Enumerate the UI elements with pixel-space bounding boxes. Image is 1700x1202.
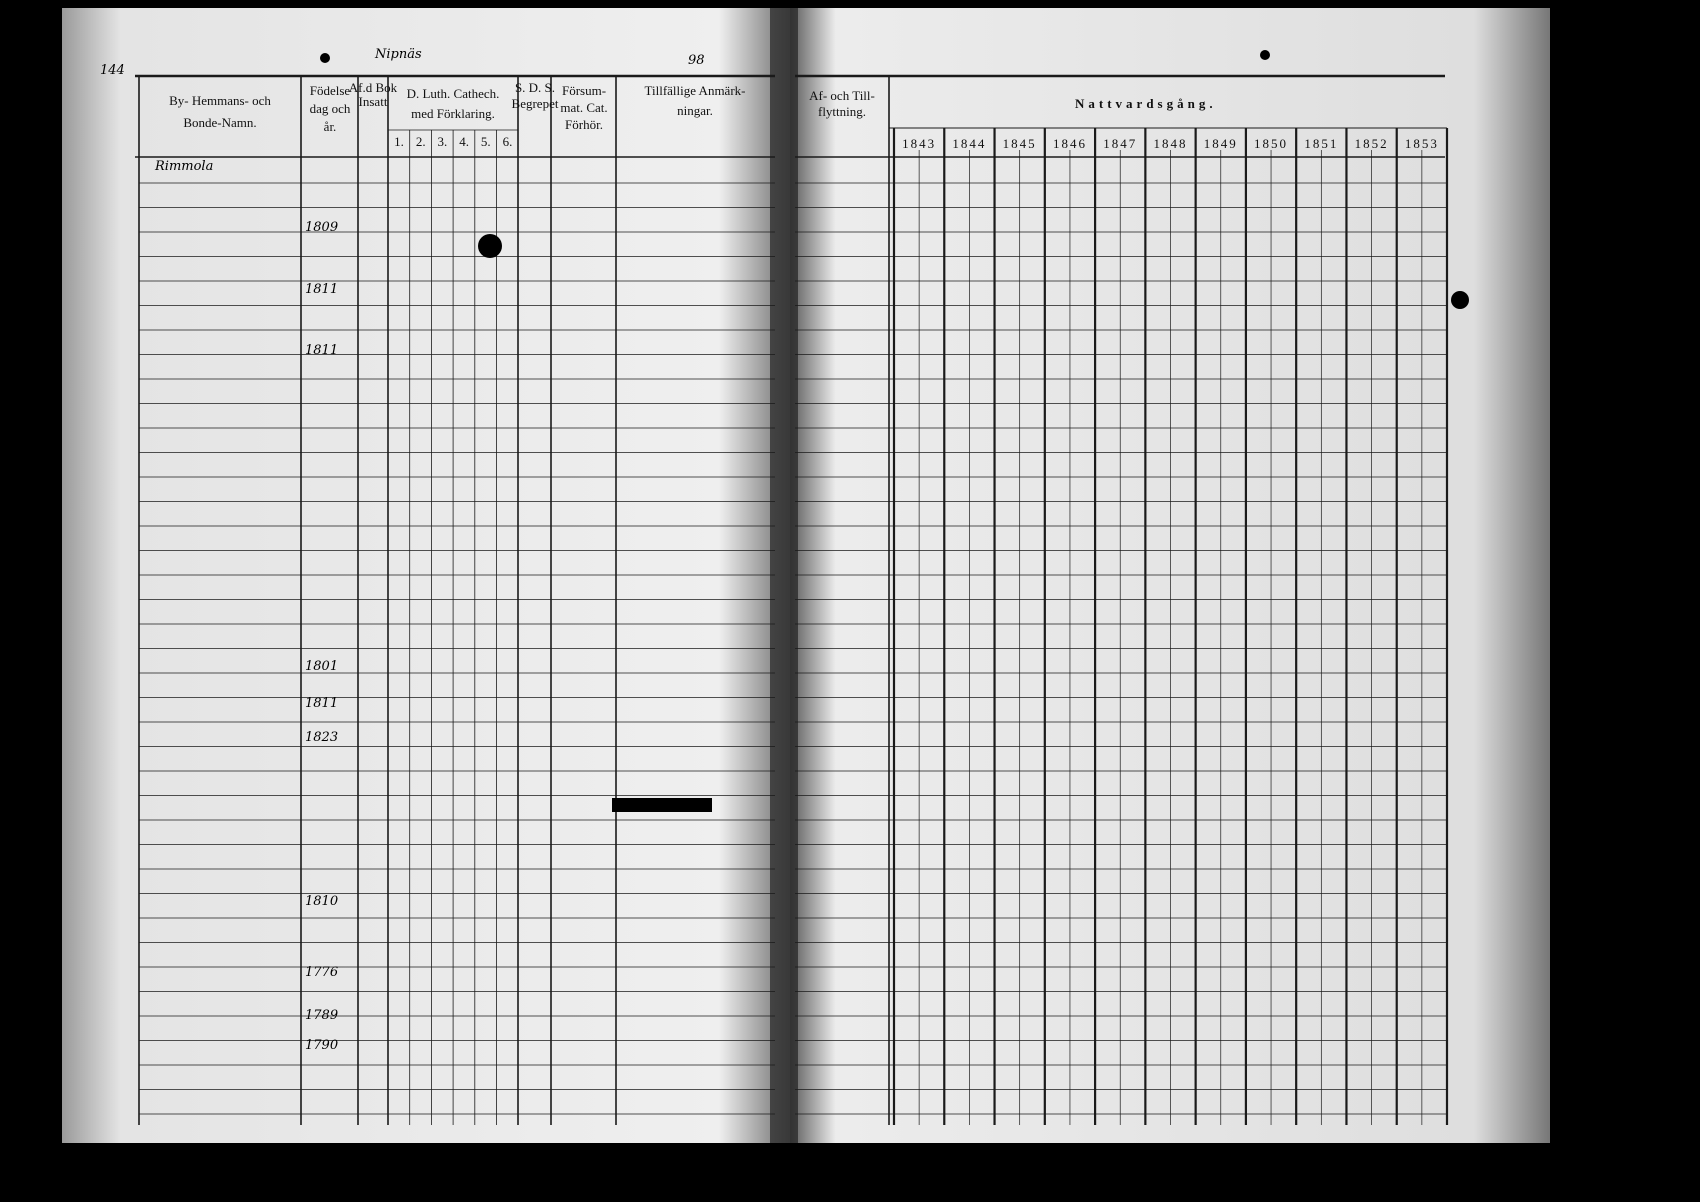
year-header: 1843 <box>902 136 936 151</box>
column-header: dag och <box>310 101 351 116</box>
column-header: Af.d Bok <box>349 80 398 95</box>
column-header: D. Luth. Cathech. <box>407 86 500 101</box>
birth-year: 1811 <box>305 282 338 297</box>
birth-year: 1811 <box>305 696 338 711</box>
column-header: Tillfällige Anmärk- <box>645 83 746 98</box>
year-header: 1849 <box>1204 136 1238 151</box>
birth-year: 1823 <box>305 730 338 745</box>
texts: 144 Nipnäs 98 Nattvardsgång. Rimmola By-… <box>100 47 1439 1053</box>
year-header: 1848 <box>1154 136 1188 151</box>
column-header: år. <box>324 119 337 134</box>
column-header: Af- och Till- <box>809 88 875 103</box>
birth-year: 1801 <box>305 659 338 674</box>
column-header: ningar. <box>677 103 713 118</box>
birth-year: 1776 <box>305 965 338 980</box>
birth-year: 1809 <box>305 220 338 235</box>
stains <box>320 50 1469 812</box>
gutter <box>770 8 798 1143</box>
catechism-part: 1. <box>394 134 404 149</box>
catechism-part: 4. <box>459 134 469 149</box>
birth-year: 1810 <box>305 894 338 909</box>
catechism-part: 5. <box>481 134 491 149</box>
right-page <box>790 8 1550 1143</box>
year-header: 1850 <box>1254 136 1288 151</box>
column-header: flyttning. <box>818 104 866 119</box>
left-page <box>62 8 792 1143</box>
birth-year: 1811 <box>305 343 338 358</box>
column-header: S. D. S. <box>515 80 555 95</box>
catechism-part: 6. <box>503 134 513 149</box>
column-header: Begrepet <box>512 96 559 111</box>
year-header: 1851 <box>1304 136 1338 151</box>
year-header: 1845 <box>1003 136 1037 151</box>
column-header: Insatt <box>359 94 388 109</box>
column-header: Bonde-Namn. <box>183 115 256 130</box>
parish-name: Nipnäs <box>374 47 422 62</box>
ink-dot <box>320 53 330 63</box>
page-number-right: 98 <box>688 53 705 68</box>
year-header: 1847 <box>1103 136 1137 151</box>
year-header: 1853 <box>1405 136 1439 151</box>
column-header: Födelse <box>310 83 351 98</box>
catechism-part: 3. <box>438 134 448 149</box>
column-header: Försum- <box>562 83 606 98</box>
year-header: 1844 <box>952 136 986 151</box>
communion-header: Nattvardsgång. <box>1075 96 1217 111</box>
year-header: 1846 <box>1053 136 1087 151</box>
column-header: Förhör. <box>565 117 603 132</box>
birth-year: 1789 <box>305 1008 338 1023</box>
year-header: 1852 <box>1355 136 1389 151</box>
column-header: By- Hemmans- och <box>169 93 271 108</box>
birth-year: 1790 <box>305 1038 338 1053</box>
ink-smear <box>612 798 712 812</box>
column-header: med Förklaring. <box>411 106 495 121</box>
catechism-part: 2. <box>416 134 426 149</box>
column-header: mat. Cat. <box>560 100 607 115</box>
ink-blot <box>1451 291 1469 309</box>
ink-dot <box>1260 50 1270 60</box>
ink-blot <box>478 234 502 258</box>
village-name: Rimmola <box>154 159 213 174</box>
page-number-left: 144 <box>100 63 125 78</box>
ruling <box>135 74 1449 1125</box>
